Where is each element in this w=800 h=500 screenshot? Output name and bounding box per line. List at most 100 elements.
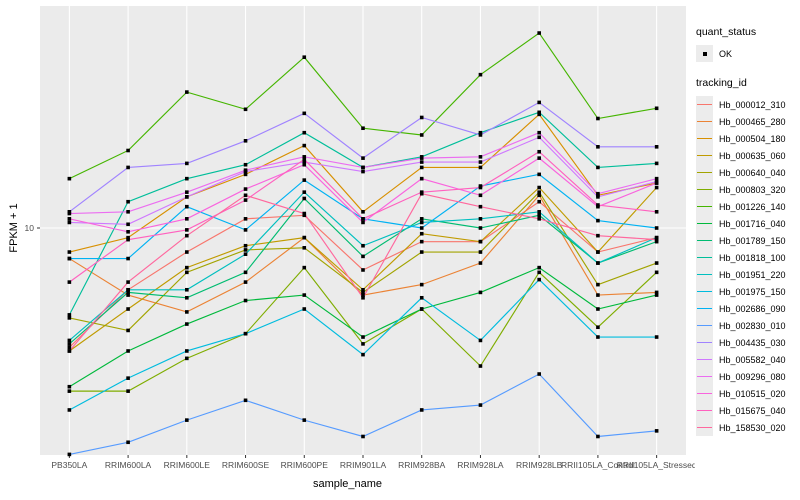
- data-point: [243, 298, 248, 303]
- legend-item-label: Hb_001951_220: [719, 269, 786, 280]
- x-tick-label: RRIM928LB: [516, 460, 563, 470]
- legend-item-label: OK: [719, 48, 733, 59]
- legend-key-swatch: [696, 266, 713, 283]
- data-point: [126, 440, 130, 445]
- data-point: [596, 434, 600, 439]
- data-point: [537, 130, 541, 135]
- data-point: [478, 261, 483, 265]
- data-point: [478, 185, 483, 190]
- data-point: [537, 193, 541, 198]
- series-color-line-icon: [697, 324, 712, 327]
- data-point: [537, 185, 541, 190]
- legend-item: Hb_000504_180: [696, 130, 800, 147]
- data-point: [243, 107, 248, 112]
- data-point: [243, 187, 248, 191]
- legend-item: Hb_004435_030: [696, 334, 800, 351]
- data-point: [185, 176, 189, 181]
- legend-item: Hb_002686_090: [696, 300, 800, 317]
- data-point: [419, 408, 424, 412]
- data-point: [537, 172, 541, 177]
- data-point: [185, 295, 189, 300]
- data-point: [419, 133, 424, 137]
- series-color-line-icon: [697, 103, 712, 106]
- legend-key-swatch: [696, 164, 713, 181]
- legend-key-swatch: [696, 96, 713, 113]
- data-point: [302, 160, 307, 164]
- data-point: [67, 316, 72, 320]
- legend-item: Hb_005582_040: [696, 351, 800, 368]
- data-point: [419, 191, 424, 196]
- data-point: [654, 290, 659, 295]
- data-point: [537, 31, 541, 35]
- data-point: [126, 328, 130, 333]
- data-point: [478, 364, 483, 368]
- data-point: [478, 250, 483, 254]
- data-point: [654, 145, 659, 149]
- data-point: [185, 195, 189, 199]
- data-point: [185, 161, 189, 166]
- data-point: [537, 209, 541, 214]
- data-point: [419, 250, 424, 254]
- legend-item-label: Hb_000012_310: [719, 99, 786, 110]
- data-point: [537, 110, 541, 115]
- data-point: [67, 217, 72, 221]
- data-point: [419, 226, 424, 230]
- data-point: [67, 250, 72, 254]
- legend-item-label: Hb_015675_040: [719, 405, 786, 416]
- data-point: [302, 211, 307, 216]
- data-point: [126, 293, 130, 297]
- legend-item-label: Hb_001716_040: [719, 218, 786, 229]
- series-color-line-icon: [697, 358, 712, 361]
- data-point: [654, 335, 659, 339]
- data-point: [126, 222, 130, 227]
- data-point: [361, 169, 365, 174]
- series-color-line-icon: [697, 426, 712, 429]
- data-point: [654, 106, 659, 111]
- data-point: [596, 218, 600, 223]
- series-color-line-icon: [697, 205, 712, 208]
- data-point: [126, 165, 130, 170]
- legend-item-label: Hb_000465_280: [719, 116, 786, 127]
- legend-item-label: Hb_000803_320: [719, 184, 786, 195]
- legend-key-swatch: [696, 334, 713, 351]
- legend-key-swatch: [696, 300, 713, 317]
- x-axis-title: sample_name: [312, 478, 383, 490]
- x-tick-label: RRII105LA_Control: [561, 460, 635, 470]
- data-point: [478, 338, 483, 343]
- legend-item-label: Hb_001789_150: [719, 235, 786, 246]
- data-point: [419, 231, 424, 236]
- legend-key-swatch: [696, 215, 713, 232]
- legend-item: Hb_000635_060: [696, 147, 800, 164]
- data-point: [302, 196, 307, 201]
- legend-item-label: Hb_002686_090: [719, 303, 786, 314]
- data-point: [243, 193, 248, 198]
- ok-point-key: [696, 45, 713, 62]
- data-point: [243, 217, 248, 221]
- data-point: [478, 239, 483, 244]
- data-point: [361, 352, 365, 357]
- legend-item: Hb_001789_150: [696, 232, 800, 249]
- data-point: [596, 250, 600, 254]
- data-point: [419, 156, 424, 160]
- data-point: [361, 220, 365, 225]
- data-point: [537, 156, 541, 160]
- data-point: [654, 226, 659, 230]
- data-point: [126, 349, 130, 353]
- series-color-line-icon: [697, 273, 712, 276]
- data-point: [243, 172, 248, 177]
- data-point: [243, 398, 248, 403]
- data-point: [478, 130, 483, 135]
- data-point: [361, 217, 365, 221]
- data-point: [419, 282, 424, 287]
- data-point: [654, 185, 659, 190]
- data-point: [419, 160, 424, 164]
- data-point: [126, 229, 130, 234]
- legend-key-swatch: [696, 385, 713, 402]
- series-color-line-icon: [697, 290, 712, 293]
- series-color-line-icon: [697, 307, 712, 310]
- legend-item: Hb_001818_100: [696, 249, 800, 266]
- data-point: [537, 190, 541, 194]
- data-point: [537, 372, 541, 376]
- data-point: [67, 345, 72, 350]
- series-color-line-icon: [697, 392, 712, 395]
